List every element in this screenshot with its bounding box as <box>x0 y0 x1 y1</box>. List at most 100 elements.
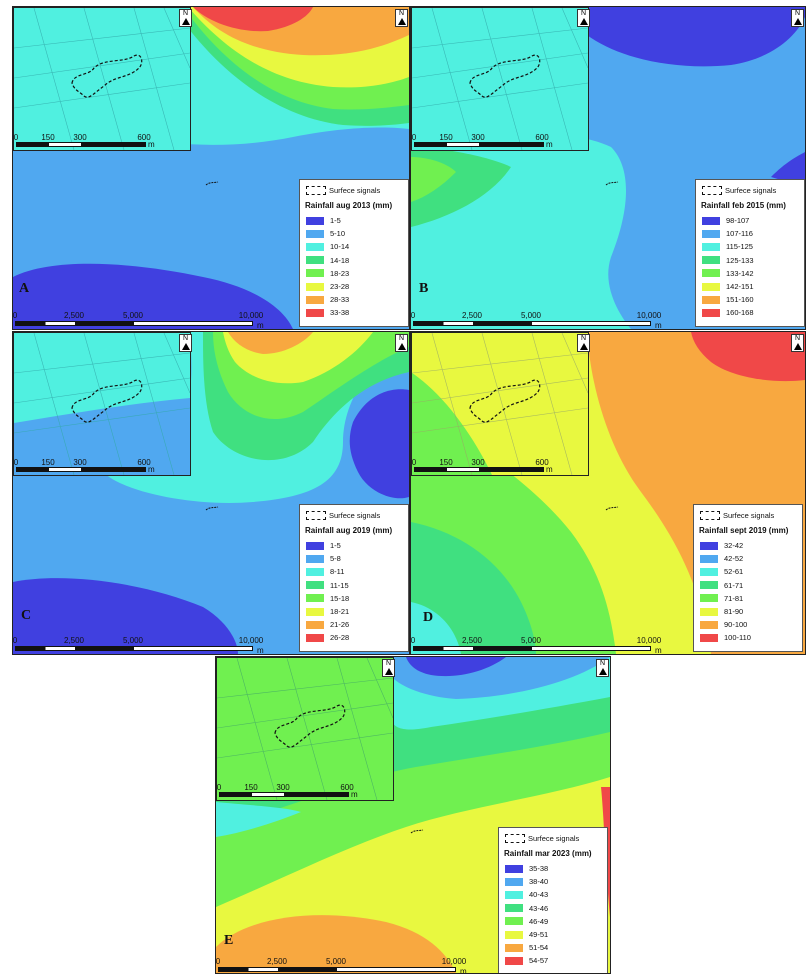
inset-tick: 0 <box>13 133 19 142</box>
inset-tick: 150 <box>439 458 453 467</box>
inset-tick: 0 <box>216 783 222 792</box>
legend-swatch <box>306 633 324 642</box>
dashed-box-icon <box>702 186 722 195</box>
map-scale-bar-b: 0 2,500 5,000 10,000 m <box>411 311 683 329</box>
legend-class-label: 49-51 <box>529 930 549 940</box>
legend-swatch <box>700 581 718 590</box>
legend-swatch <box>306 295 324 304</box>
legend-class-label: 38-40 <box>529 877 549 887</box>
legend-title: Rainfall mar 2023 (mm) <box>504 849 592 858</box>
legend-swatch <box>505 877 523 886</box>
surface-signal-outline <box>605 506 619 511</box>
dashed-box-icon <box>700 511 720 520</box>
legend-row: 40-43 <box>505 888 548 901</box>
legend-class-label: 33-38 <box>330 308 350 318</box>
legend-swatch <box>702 242 720 251</box>
legend-surface-signals: Surfece signals <box>306 511 380 520</box>
legend-row: 43-46 <box>505 902 548 915</box>
legend-class-label: 15-18 <box>330 593 350 603</box>
legend-class-label: 10-14 <box>330 242 350 252</box>
legend-row: 18-21 <box>306 605 349 618</box>
legend-class-label: 21-26 <box>330 620 350 630</box>
legend-a: Surfece signals Rainfall aug 2013 (mm) 1… <box>299 179 409 327</box>
legend-class-label: 133-142 <box>726 268 754 278</box>
map-scale-bar-a: 0 2,500 5,000 10,000 m <box>13 311 285 329</box>
legend-row: 15-18 <box>306 592 349 605</box>
legend-class-label: 28-33 <box>330 295 350 305</box>
scale-tick: 5,000 <box>122 311 144 320</box>
legend-row: 33-38 <box>306 306 349 319</box>
surface-signal-outline <box>205 506 219 511</box>
legend-class-label: 42-52 <box>724 554 744 564</box>
panel-letter: A <box>19 281 30 296</box>
north-arrow-icon: N <box>382 659 395 677</box>
legend-row: 32-42 <box>700 539 751 552</box>
legend-class-label: 40-43 <box>529 890 549 900</box>
legend-class-label: 115-125 <box>726 242 753 252</box>
scale-tick: 5,000 <box>520 311 542 320</box>
map-panel-c: 0 150 300 600 m N N C 0 2,500 5,000 10,0… <box>12 331 410 655</box>
inset-unit: m <box>546 465 553 474</box>
scale-tick: 10,000 <box>636 636 662 645</box>
inset-tick: 0 <box>411 458 417 467</box>
legend-e: Surfece signals Rainfall mar 2023 (mm) 3… <box>498 827 608 973</box>
inset-scale-bar-d: 0 150 300 600 m <box>411 458 586 474</box>
legend-classes: 98-107 107-116 115-125 125-133 133-142 142-15… <box>702 214 754 320</box>
legend-swatch <box>702 269 720 278</box>
scale-bar-graphic <box>414 467 544 472</box>
legend-class-label: 71-81 <box>724 593 744 603</box>
legend-swatch <box>306 594 324 603</box>
inset-tick: 300 <box>471 133 485 142</box>
legend-row: 115-125 <box>702 240 754 253</box>
legend-surface-signals: Surfece signals <box>702 186 776 195</box>
legend-swatch <box>505 930 523 939</box>
inset-map-a: 0 150 300 600 m <box>13 7 191 151</box>
scale-bar-graphic <box>219 792 349 797</box>
inset-tick: 300 <box>73 133 87 142</box>
legend-class-label: 160-168 <box>726 308 754 318</box>
panel-letter: D <box>423 610 434 625</box>
legend-class-label: 51-54 <box>529 943 549 953</box>
inset-parcels-d <box>412 333 588 475</box>
panel-letter: E <box>224 933 234 948</box>
legend-swatch <box>702 256 720 265</box>
legend-class-label: 5-10 <box>330 229 346 239</box>
legend-row: 100-110 <box>700 631 751 644</box>
scale-unit: m <box>460 967 467 974</box>
legend-surface-signals: Surfece signals <box>505 834 579 843</box>
inset-unit: m <box>148 465 155 474</box>
scale-tick: 5,000 <box>520 636 542 645</box>
north-arrow-icon: N <box>179 9 192 27</box>
surface-signal-outline <box>410 829 424 834</box>
legend-class-label: 90-100 <box>724 620 748 630</box>
legend-swatch <box>505 956 523 965</box>
inset-scale-bar-b: 0 150 300 600 m <box>411 133 586 149</box>
inset-scale-bar-c: 0 150 300 600 m <box>13 458 188 474</box>
legend-swatch <box>306 282 324 291</box>
dashed-box-icon <box>306 186 326 195</box>
legend-swatch <box>306 242 324 251</box>
inset-tick: 150 <box>244 783 258 792</box>
north-arrow-icon: N <box>395 9 408 27</box>
inset-scale-bar-e: 0 150 300 600 m <box>216 783 391 799</box>
legend-swatch <box>702 216 720 225</box>
legend-swatch <box>306 620 324 629</box>
legend-class-label: 81-90 <box>724 607 744 617</box>
surface-signal-outline <box>605 181 619 186</box>
legend-row: 10-14 <box>306 240 349 253</box>
legend-row: 133-142 <box>702 267 754 280</box>
inset-unit: m <box>546 140 553 149</box>
inset-tick: 0 <box>13 458 19 467</box>
legend-swatch <box>505 864 523 873</box>
scale-bar-graphic <box>16 467 146 472</box>
legend-row: 51-54 <box>505 941 548 954</box>
legend-surface-label: Surfece signals <box>528 834 580 843</box>
map-panel-d: 0 150 300 600 m N N D 0 2,500 5,000 10,0… <box>410 331 806 655</box>
legend-swatch <box>700 554 718 563</box>
north-arrow-icon: N <box>577 9 590 27</box>
legend-row: 28-33 <box>306 293 349 306</box>
inset-parcels-b <box>412 8 588 150</box>
legend-row: 107-116 <box>702 227 754 240</box>
inset-tick: 0 <box>411 133 417 142</box>
inset-tick: 300 <box>73 458 87 467</box>
